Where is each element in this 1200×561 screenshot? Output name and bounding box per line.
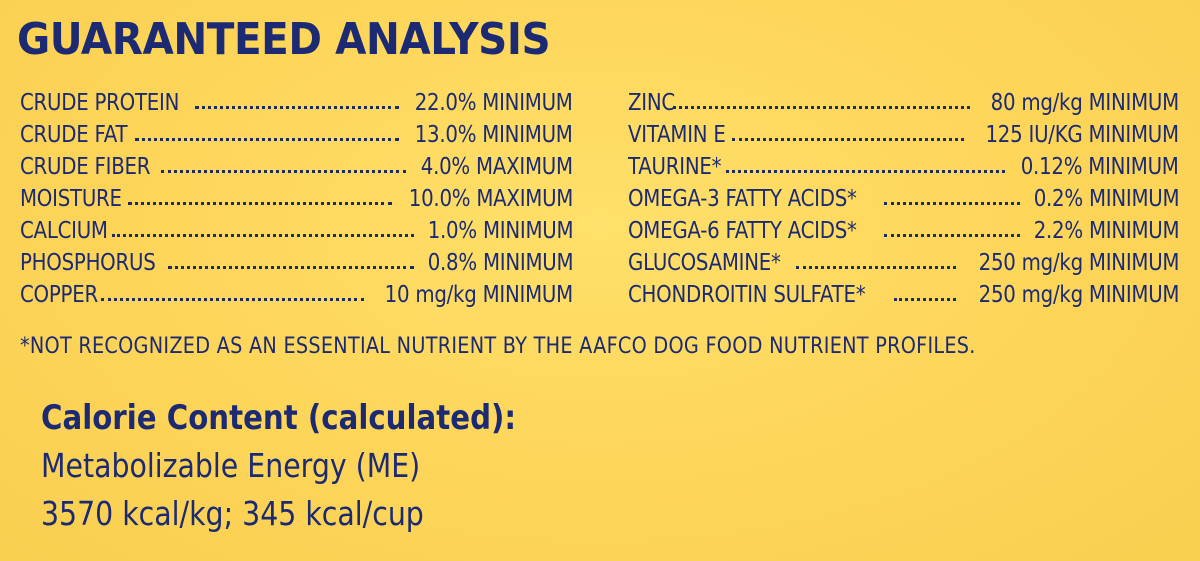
dot-leader bbox=[883, 234, 1020, 237]
analysis-row: VITAMIN E 125 IU/KG MINIMUM bbox=[628, 116, 1179, 148]
dot-leader bbox=[731, 138, 965, 141]
nutrient-value: 0.12% MINIMUM bbox=[1021, 154, 1179, 180]
nutrient-value: 2.2% MINIMUM bbox=[1033, 218, 1179, 244]
dot-leader bbox=[100, 298, 365, 301]
dot-leader bbox=[795, 266, 956, 269]
metabolizable-energy-label: Metabolizable Energy (ME) bbox=[41, 446, 421, 485]
analysis-row: PHOSPHORUS 0.8% MINIMUM bbox=[20, 244, 573, 276]
nutrient-value: 0.8% MINIMUM bbox=[427, 250, 573, 276]
analysis-row: MOISTURE 10.0% MAXIMUM bbox=[20, 180, 573, 212]
nutrient-label: COPPER bbox=[20, 282, 98, 308]
nutrient-label: ZINC bbox=[628, 90, 675, 116]
analysis-row: OMEGA-3 FATTY ACIDS* 0.2% MINIMUM bbox=[628, 180, 1179, 212]
nutrient-value: 1.0% MINIMUM bbox=[427, 218, 573, 244]
nutrient-label: PHOSPHORUS bbox=[20, 250, 156, 276]
analysis-row: COPPER 10 mg/kg MINIMUM bbox=[20, 276, 573, 308]
calorie-content-heading: Calorie Content (calculated): bbox=[41, 398, 517, 438]
nutrient-label: CRUDE FIBER bbox=[20, 154, 151, 180]
nutrient-value: 13.0% MINIMUM bbox=[415, 122, 573, 148]
nutrient-value: 250 mg/kg MINIMUM bbox=[978, 250, 1179, 276]
nutrient-value: 250 mg/kg MINIMUM bbox=[978, 282, 1179, 308]
nutrient-value: 10.0% MAXIMUM bbox=[408, 186, 574, 212]
nutrient-value: 0.2% MINIMUM bbox=[1033, 186, 1179, 212]
dot-leader bbox=[195, 106, 400, 109]
right-analysis-column: ZINC 80 mg/kg MINIMUM VITAMIN E 125 IU/K… bbox=[628, 84, 1179, 308]
page-title: GUARANTEED ANALYSIS bbox=[17, 14, 551, 65]
dot-leader bbox=[894, 298, 956, 301]
dot-leader bbox=[161, 170, 407, 173]
nutrient-label: CALCIUM bbox=[20, 218, 108, 244]
analysis-row: OMEGA-6 FATTY ACIDS* 2.2% MINIMUM bbox=[628, 212, 1179, 244]
analysis-row: CALCIUM 1.0% MINIMUM bbox=[20, 212, 573, 244]
aafco-footnote: *NOT RECOGNIZED AS AN ESSENTIAL NUTRIENT… bbox=[20, 334, 976, 359]
dot-leader bbox=[134, 138, 400, 141]
nutrient-label: GLUCOSAMINE* bbox=[628, 250, 781, 276]
nutrient-label: MOISTURE bbox=[20, 186, 122, 212]
dot-leader bbox=[883, 202, 1020, 205]
dot-leader bbox=[167, 266, 414, 269]
nutrient-value: 22.0% MINIMUM bbox=[415, 90, 573, 116]
nutrient-label: CHONDROITIN SULFATE* bbox=[628, 282, 866, 308]
dot-leader bbox=[128, 202, 392, 205]
dot-leader bbox=[726, 170, 1006, 173]
analysis-row: CRUDE FIBER 4.0% MAXIMUM bbox=[20, 148, 573, 180]
calorie-values: 3570 kcal/kg; 345 kcal/cup bbox=[41, 494, 424, 533]
nutrient-value: 10 mg/kg MINIMUM bbox=[384, 282, 574, 308]
nutrient-label: OMEGA-6 FATTY ACIDS* bbox=[628, 218, 857, 244]
nutrient-value: 80 mg/kg MINIMUM bbox=[990, 90, 1180, 116]
nutrient-label: TAURINE* bbox=[628, 154, 722, 180]
dot-leader bbox=[112, 234, 414, 237]
nutrient-value: 4.0% MAXIMUM bbox=[420, 154, 573, 180]
nutrient-label: OMEGA-3 FATTY ACIDS* bbox=[628, 186, 857, 212]
analysis-row: CRUDE PROTEIN 22.0% MINIMUM bbox=[20, 84, 573, 116]
analysis-row: CHONDROITIN SULFATE* 250 mg/kg MINIMUM bbox=[628, 276, 1179, 308]
nutrient-label: CRUDE FAT bbox=[20, 122, 128, 148]
dot-leader bbox=[672, 106, 971, 109]
nutrient-label: CRUDE PROTEIN bbox=[20, 90, 180, 116]
nutrient-label: VITAMIN E bbox=[628, 122, 726, 148]
analysis-row: CRUDE FAT 13.0% MINIMUM bbox=[20, 116, 573, 148]
analysis-row: ZINC 80 mg/kg MINIMUM bbox=[628, 84, 1179, 116]
nutrient-value: 125 IU/KG MINIMUM bbox=[985, 122, 1180, 148]
analysis-row: TAURINE* 0.12% MINIMUM bbox=[628, 148, 1179, 180]
analysis-row: GLUCOSAMINE* 250 mg/kg MINIMUM bbox=[628, 244, 1179, 276]
left-analysis-column: CRUDE PROTEIN 22.0% MINIMUM CRUDE FAT 13… bbox=[20, 84, 573, 308]
